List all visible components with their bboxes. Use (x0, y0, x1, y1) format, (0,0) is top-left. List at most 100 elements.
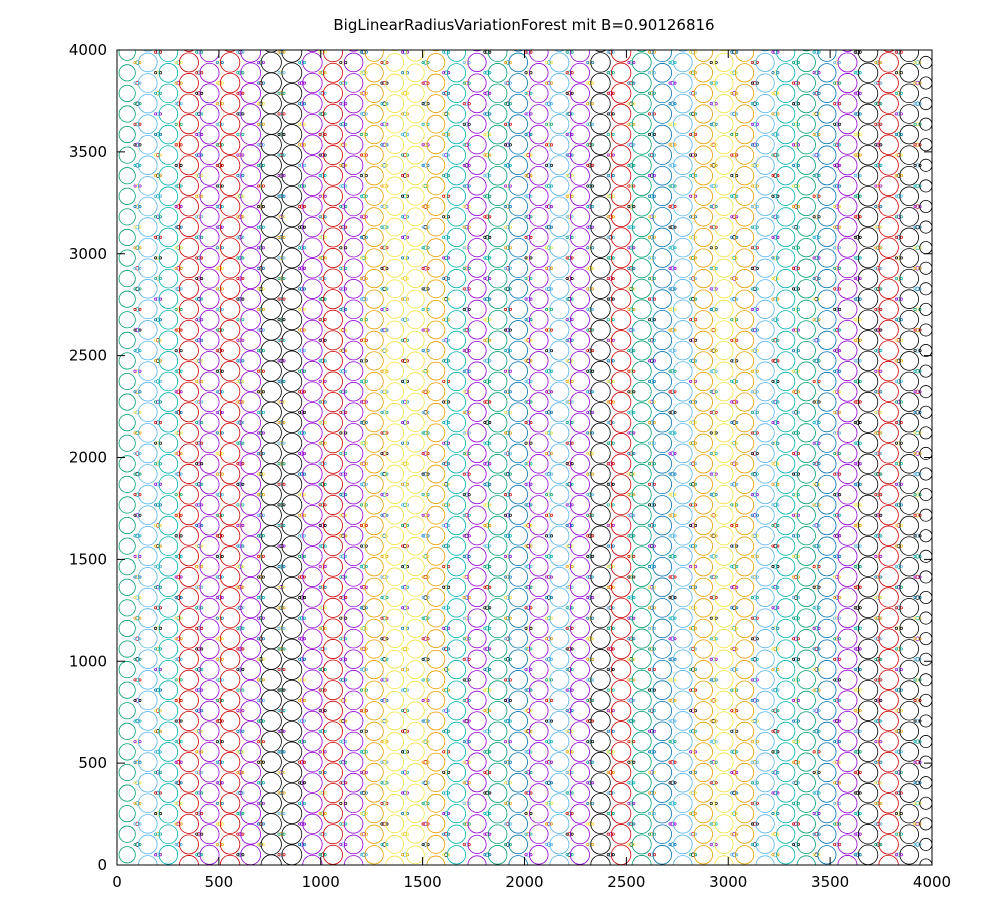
big-circle (219, 175, 241, 197)
big-circle (219, 402, 241, 423)
big-circle (219, 258, 241, 279)
tiny-circle (133, 307, 137, 312)
big-circle (118, 537, 136, 555)
big-circle (426, 361, 446, 381)
big-circle (199, 556, 220, 577)
tiny-circle (256, 81, 261, 85)
small-circle (176, 574, 181, 580)
tiny-circle (195, 441, 199, 445)
tiny-circle (241, 379, 245, 383)
tiny-circle (200, 647, 204, 651)
tiny-circle (215, 698, 219, 703)
big-circle (178, 566, 199, 587)
tiny-circle (200, 832, 204, 836)
tiny-circle (236, 421, 240, 425)
small-circle (217, 245, 222, 250)
tiny-circle (220, 554, 224, 558)
tiny-circle (195, 770, 199, 774)
big-circle (158, 474, 179, 495)
tiny-circle (241, 729, 245, 733)
tiny-circle (200, 421, 204, 425)
small-circle (732, 30, 736, 34)
tiny-circle (236, 379, 240, 383)
tiny-circle (256, 534, 261, 538)
small-circle (197, 338, 202, 343)
tiny-circle (220, 616, 224, 620)
big-circle (385, 752, 405, 772)
tiny-circle (195, 276, 199, 281)
big-circle (158, 207, 179, 227)
big-circle (199, 268, 220, 289)
tiny-circle (154, 565, 158, 569)
big-circle (405, 166, 425, 186)
big-circle (199, 62, 220, 83)
small-circle (238, 646, 243, 652)
tiny-circle (215, 801, 219, 805)
big-circle (223, 50, 237, 53)
tiny-circle (256, 740, 261, 744)
tiny-circle (256, 822, 261, 826)
small-circle (238, 358, 243, 364)
big-circle (219, 113, 241, 135)
tiny-circle (261, 472, 265, 476)
tiny-circle (174, 60, 178, 65)
tiny-circle (256, 451, 261, 456)
tiny-circle (195, 379, 199, 383)
big-circle (138, 217, 158, 237)
big-circle (260, 792, 282, 814)
tiny-circle (195, 297, 199, 301)
tiny-circle (220, 760, 224, 764)
small-circle (135, 286, 140, 292)
big-circle (240, 350, 262, 372)
small-circle (238, 70, 243, 75)
small-circle (155, 687, 161, 693)
big-circle (405, 289, 425, 309)
small-circle (217, 327, 222, 333)
big-circle (178, 114, 199, 135)
big-circle (178, 793, 199, 814)
big-circle (260, 751, 282, 773)
tiny-circle (236, 194, 240, 198)
tiny-circle (256, 246, 261, 250)
tiny-circle (200, 853, 204, 857)
tiny-circle (261, 102, 265, 106)
big-circle (118, 290, 136, 308)
tiny-circle (179, 596, 183, 600)
big-circle (385, 217, 405, 237)
tiny-circle (261, 81, 265, 85)
big-circle (118, 105, 136, 123)
tiny-circle (241, 153, 245, 157)
small-circle (155, 152, 161, 158)
small-circle (238, 749, 243, 754)
big-circle (260, 813, 282, 835)
small-circle (321, 30, 325, 34)
small-circle (238, 790, 243, 796)
tiny-circle (174, 554, 178, 558)
tiny-circle (215, 616, 219, 620)
small-circle (197, 235, 202, 240)
small-circle (217, 369, 222, 374)
tiny-circle (241, 50, 245, 54)
tiny-circle (154, 667, 158, 672)
tiny-circle (261, 451, 265, 456)
big-circle (426, 711, 446, 731)
small-circle (155, 379, 161, 384)
tiny-circle (195, 750, 199, 754)
tiny-circle (179, 410, 183, 414)
small-circle (217, 718, 222, 724)
tiny-circle (174, 184, 178, 188)
tiny-circle (256, 616, 261, 620)
tiny-circle (174, 451, 178, 456)
small-circle (424, 40, 428, 44)
tiny-circle (550, 41, 552, 43)
tiny-circle (261, 307, 265, 312)
tiny-circle (154, 379, 158, 383)
tiny-circle (195, 50, 199, 54)
small-circle (176, 615, 181, 621)
tiny-circle (220, 822, 224, 826)
small-circle (197, 543, 202, 549)
tiny-circle (220, 390, 224, 394)
small-circle (197, 214, 202, 219)
small-circle (197, 379, 202, 384)
big-circle (635, 50, 648, 52)
